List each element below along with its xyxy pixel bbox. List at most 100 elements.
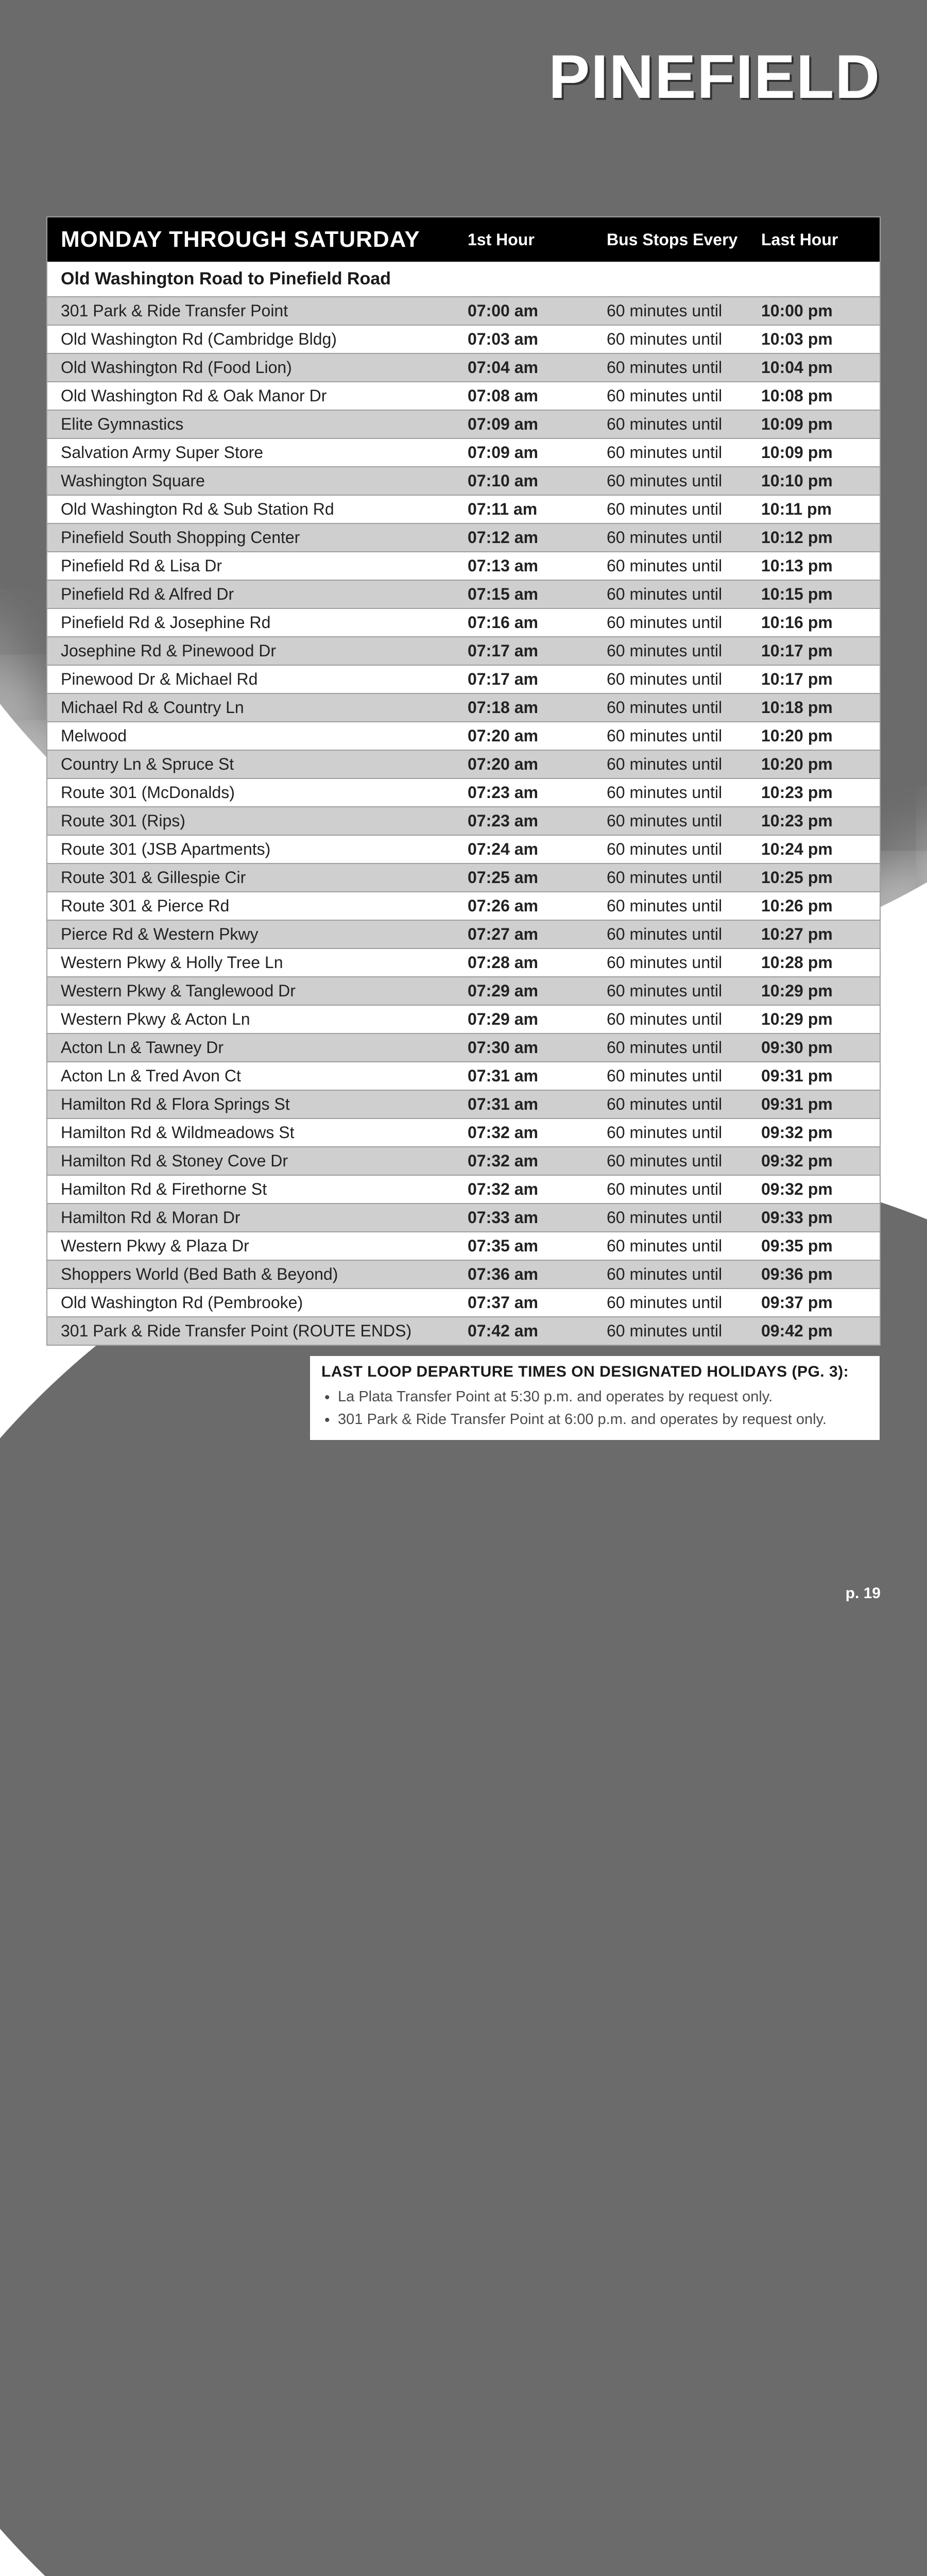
frequency-text: 60 minutes until — [607, 358, 761, 377]
first-hour: 07:24 am — [468, 840, 607, 859]
last-hour: 10:12 pm — [761, 528, 866, 547]
frequency-text: 60 minutes until — [607, 556, 761, 575]
table-row: Pinefield Rd & Josephine Rd07:16 am60 mi… — [47, 608, 880, 636]
frequency-text: 60 minutes until — [607, 415, 761, 434]
stop-name: Pinefield Rd & Lisa Dr — [61, 556, 468, 575]
last-hour: 10:09 pm — [761, 415, 866, 434]
last-hour: 10:25 pm — [761, 868, 866, 887]
table-row: Route 301 (Rips)07:23 am60 minutes until… — [47, 806, 880, 835]
table-row: Josephine Rd & Pinewood Dr07:17 am60 min… — [47, 636, 880, 665]
last-hour: 10:13 pm — [761, 556, 866, 575]
stop-name: Old Washington Rd & Oak Manor Dr — [61, 386, 468, 405]
stop-name: Western Pkwy & Tanglewood Dr — [61, 981, 468, 1001]
table-row: Hamilton Rd & Flora Springs St07:31 am60… — [47, 1090, 880, 1118]
table-row: Shoppers World (Bed Bath & Beyond)07:36 … — [47, 1260, 880, 1288]
stop-name: Route 301 (JSB Apartments) — [61, 840, 468, 859]
frequency-text: 60 minutes until — [607, 981, 761, 1001]
frequency-text: 60 minutes until — [607, 698, 761, 717]
last-hour: 10:28 pm — [761, 953, 866, 972]
stop-name: Old Washington Rd (Cambridge Bldg) — [61, 330, 468, 349]
table-row: Hamilton Rd & Moran Dr07:33 am60 minutes… — [47, 1203, 880, 1231]
frequency-text: 60 minutes until — [607, 670, 761, 689]
last-hour: 10:00 pm — [761, 301, 866, 320]
first-hour: 07:31 am — [468, 1066, 607, 1086]
frequency-text: 60 minutes until — [607, 726, 761, 745]
stop-name: Western Pkwy & Plaza Dr — [61, 1236, 468, 1256]
first-hour: 07:18 am — [468, 698, 607, 717]
frequency-text: 60 minutes until — [607, 1208, 761, 1227]
frequency-text: 60 minutes until — [607, 1010, 761, 1029]
first-hour: 07:31 am — [468, 1095, 607, 1114]
frequency-text: 60 minutes until — [607, 301, 761, 320]
stop-name: Hamilton Rd & Moran Dr — [61, 1208, 468, 1227]
frequency-text: 60 minutes until — [607, 386, 761, 405]
last-hour: 10:10 pm — [761, 471, 866, 490]
stop-name: Old Washington Rd (Pembrooke) — [61, 1293, 468, 1312]
frequency-text: 60 minutes until — [607, 1038, 761, 1057]
table-body: 301 Park & Ride Transfer Point07:00 am60… — [47, 296, 880, 1345]
frequency-text: 60 minutes until — [607, 641, 761, 660]
table-row: Old Washington Rd & Sub Station Rd07:11 … — [47, 495, 880, 523]
last-hour: 10:15 pm — [761, 585, 866, 604]
last-hour: 10:04 pm — [761, 358, 866, 377]
table-row: Salvation Army Super Store07:09 am60 min… — [47, 438, 880, 466]
table-row: Pinewood Dr & Michael Rd07:17 am60 minut… — [47, 665, 880, 693]
last-hour: 10:23 pm — [761, 811, 866, 831]
stop-name: Hamilton Rd & Wildmeadows St — [61, 1123, 468, 1142]
first-hour: 07:10 am — [468, 471, 607, 490]
stop-name: Route 301 (Rips) — [61, 811, 468, 831]
holiday-notice-list: La Plata Transfer Point at 5:30 p.m. and… — [310, 1386, 880, 1440]
stop-name: 301 Park & Ride Transfer Point (ROUTE EN… — [61, 1321, 468, 1341]
stop-name: Michael Rd & Country Ln — [61, 698, 468, 717]
stop-name: Pierce Rd & Western Pkwy — [61, 925, 468, 944]
stop-name: Old Washington Rd (Food Lion) — [61, 358, 468, 377]
table-row: 301 Park & Ride Transfer Point07:00 am60… — [47, 296, 880, 325]
last-hour: 10:16 pm — [761, 613, 866, 632]
first-hour: 07:09 am — [468, 415, 607, 434]
last-hour: 09:33 pm — [761, 1208, 866, 1227]
frequency-text: 60 minutes until — [607, 528, 761, 547]
table-row: Old Washington Rd (Food Lion)07:04 am60 … — [47, 353, 880, 381]
frequency-text: 60 minutes until — [607, 868, 761, 887]
first-hour: 07:42 am — [468, 1321, 607, 1341]
stop-name: Acton Ln & Tawney Dr — [61, 1038, 468, 1057]
holiday-notice-header: LAST LOOP DEPARTURE TIMES ON DESIGNATED … — [310, 1356, 880, 1386]
first-hour: 07:20 am — [468, 726, 607, 745]
first-hour: 07:29 am — [468, 1010, 607, 1029]
frequency-text: 60 minutes until — [607, 783, 761, 802]
first-hour: 07:20 am — [468, 755, 607, 774]
first-hour: 07:13 am — [468, 556, 607, 575]
first-hour: 07:37 am — [468, 1293, 607, 1312]
last-hour: 10:29 pm — [761, 1010, 866, 1029]
first-hour: 07:30 am — [468, 1038, 607, 1057]
last-hour: 09:30 pm — [761, 1038, 866, 1057]
last-hour: 10:23 pm — [761, 783, 866, 802]
stop-name: Hamilton Rd & Firethorne St — [61, 1180, 468, 1199]
first-hour: 07:32 am — [468, 1123, 607, 1142]
first-hour: 07:11 am — [468, 500, 607, 519]
stop-name: Acton Ln & Tred Avon Ct — [61, 1066, 468, 1086]
last-hour: 10:18 pm — [761, 698, 866, 717]
last-hour: 09:32 pm — [761, 1151, 866, 1171]
header-last-hour: Last Hour — [761, 230, 866, 249]
first-hour: 07:16 am — [468, 613, 607, 632]
header-frequency: Bus Stops Every — [607, 230, 761, 249]
first-hour: 07:00 am — [468, 301, 607, 320]
last-hour: 10:20 pm — [761, 755, 866, 774]
stop-name: Western Pkwy & Holly Tree Ln — [61, 953, 468, 972]
first-hour: 07:26 am — [468, 896, 607, 916]
last-hour: 09:37 pm — [761, 1293, 866, 1312]
first-hour: 07:04 am — [468, 358, 607, 377]
first-hour: 07:09 am — [468, 443, 607, 462]
first-hour: 07:12 am — [468, 528, 607, 547]
first-hour: 07:29 am — [468, 981, 607, 1001]
frequency-text: 60 minutes until — [607, 925, 761, 944]
first-hour: 07:03 am — [468, 330, 607, 349]
table-row: Pinefield South Shopping Center07:12 am6… — [47, 523, 880, 551]
frequency-text: 60 minutes until — [607, 471, 761, 490]
last-hour: 10:20 pm — [761, 726, 866, 745]
first-hour: 07:23 am — [468, 811, 607, 831]
first-hour: 07:35 am — [468, 1236, 607, 1256]
last-hour: 10:03 pm — [761, 330, 866, 349]
page-title: PINEFIELD — [548, 41, 881, 112]
